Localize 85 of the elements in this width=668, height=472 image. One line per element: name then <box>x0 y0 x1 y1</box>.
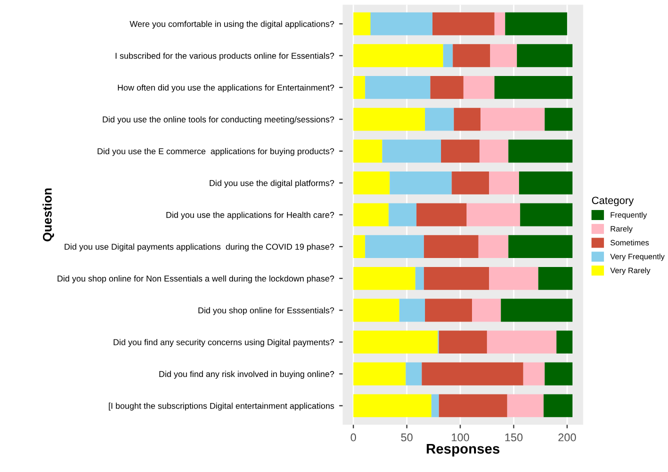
bar <box>454 108 481 131</box>
bar <box>544 362 572 386</box>
x-axis-title: Responses <box>426 444 500 456</box>
bar <box>424 235 478 258</box>
legend-title: Category <box>592 196 634 206</box>
bar <box>365 76 430 99</box>
bar <box>441 140 480 163</box>
x-tick-label: 150 <box>505 433 523 442</box>
bar <box>431 394 439 418</box>
bar <box>523 362 545 386</box>
bar <box>538 266 572 290</box>
bar <box>353 140 382 163</box>
bar <box>370 12 432 36</box>
bar <box>365 235 424 258</box>
bar <box>494 76 572 99</box>
bar <box>353 330 438 354</box>
x-tick-label: 0 <box>350 433 356 442</box>
bar <box>422 362 524 386</box>
y-tick-label: Did you shop online for Non Essentials a well during the lockdown phase? <box>58 275 334 284</box>
bar <box>416 203 467 226</box>
bar <box>388 203 416 226</box>
bar <box>353 362 406 386</box>
bar <box>494 12 506 36</box>
bar <box>438 330 487 354</box>
bar <box>544 108 572 131</box>
x-tick-label: 50 <box>401 433 413 442</box>
bar <box>508 140 572 163</box>
bar <box>353 12 370 36</box>
bar <box>390 171 452 194</box>
bar <box>452 44 490 68</box>
bar <box>479 140 508 163</box>
y-tick-label: Did you use the applications for Health care? <box>166 212 334 220</box>
y-tick-label: [I bought the subscriptions Digital entertainment applications <box>108 402 334 411</box>
bar <box>424 108 454 131</box>
bar <box>480 108 545 131</box>
bar <box>353 171 390 194</box>
bar <box>556 330 572 354</box>
y-tick-label: Did you find any risk involved in buying online? <box>159 370 334 379</box>
y-tick-label: I subscribed for the various products online for Essentials? <box>116 52 334 60</box>
y-tick-label: Were you comfortable in using the digital applications? <box>130 20 334 29</box>
y-axis-title: Question <box>42 188 54 242</box>
bar <box>399 298 425 322</box>
bar <box>353 108 425 131</box>
bar <box>500 298 572 322</box>
bar <box>516 44 572 68</box>
bar <box>505 12 568 36</box>
bar <box>430 76 464 99</box>
bar <box>452 171 490 194</box>
bar <box>508 235 572 258</box>
bar <box>544 394 572 418</box>
y-tick-label: Did you shop online for Esssentials? <box>198 307 334 316</box>
bar <box>486 330 556 354</box>
y-tick-label: How often did you use the applications for Entertainment? <box>118 84 334 92</box>
bar <box>443 44 453 68</box>
bar <box>353 235 366 258</box>
bar <box>415 266 424 290</box>
bar <box>353 394 432 418</box>
bar <box>507 394 544 418</box>
x-tick-label: 200 <box>558 433 576 442</box>
bar <box>472 298 501 322</box>
bar <box>424 266 490 290</box>
bar <box>353 76 366 99</box>
y-tick-label: Did you use the digital platforms? <box>210 180 334 188</box>
bar <box>382 140 442 163</box>
bar <box>432 12 494 36</box>
bar <box>353 266 416 290</box>
bar <box>424 298 472 322</box>
bar <box>489 266 538 290</box>
y-tick-label: Did you use the E commerce applications for buying products? <box>98 148 334 156</box>
bar <box>353 298 400 322</box>
bar <box>489 171 520 194</box>
x-tick-label: 100 <box>452 433 470 442</box>
y-tick-label: Did you find any security concerns using Digital payments? <box>114 338 334 347</box>
bar <box>519 171 572 194</box>
y-tick-label: Did you use the online tools for conducting meeting/sessions? <box>102 116 334 124</box>
bar <box>466 203 520 226</box>
bar <box>463 76 494 99</box>
y-tick-label: Did you use Digital payments applications during the COVID 19 phase? <box>64 244 334 252</box>
bar <box>490 44 517 68</box>
bar <box>438 394 508 418</box>
bar <box>353 44 444 68</box>
bar <box>520 203 572 226</box>
bar <box>353 203 389 226</box>
bar <box>406 362 422 386</box>
bar <box>478 235 508 258</box>
